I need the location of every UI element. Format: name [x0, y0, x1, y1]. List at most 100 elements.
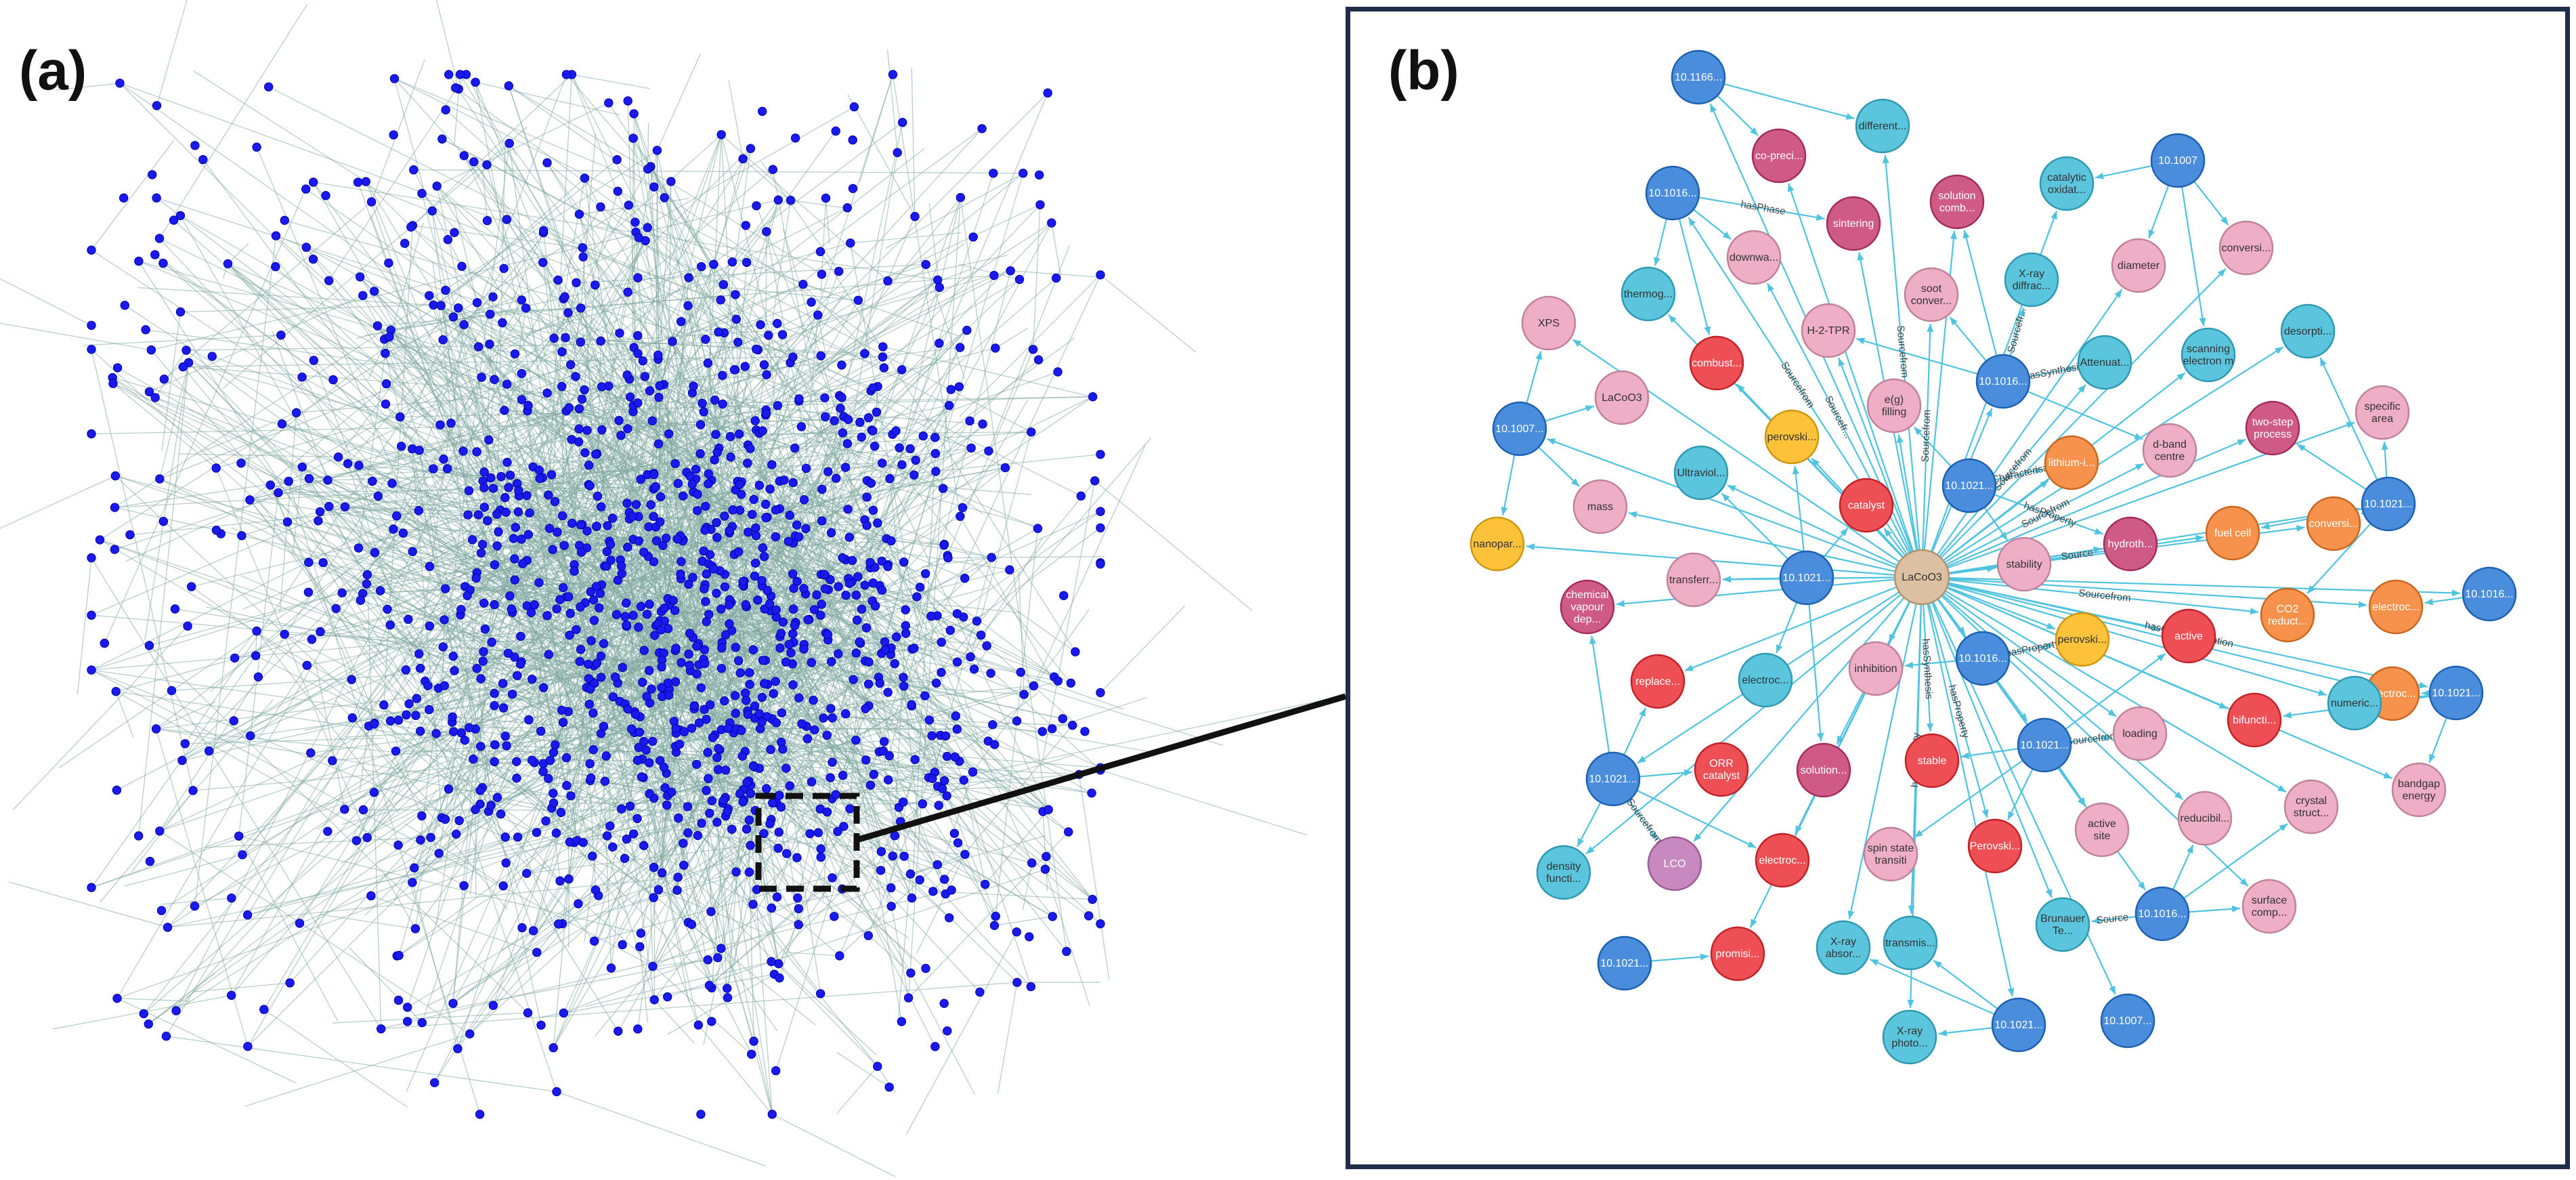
graph-node	[654, 440, 662, 448]
edge-arrowhead	[2429, 754, 2435, 763]
graph-node	[943, 752, 951, 760]
node-label: 10.1007...	[2103, 1015, 2151, 1027]
graph-node	[513, 833, 521, 841]
graph-node	[147, 345, 155, 354]
graph-node	[586, 685, 595, 693]
graph-node-doi: 10.1007...	[2101, 994, 2154, 1047]
edge-arrowhead	[2425, 599, 2434, 606]
graph-node	[887, 884, 895, 892]
graph-node	[754, 596, 762, 604]
graph-node	[842, 710, 850, 718]
graph-node	[1096, 524, 1104, 532]
graph-node	[251, 652, 259, 660]
node-label: XPS	[1538, 318, 1560, 329]
graph-node	[656, 518, 664, 526]
edge-arrowhead	[1856, 338, 1865, 345]
graph-node	[645, 600, 653, 608]
node-label: 10.1021...	[2020, 740, 2068, 751]
graph-node	[823, 630, 832, 638]
edge-arrowhead	[1927, 324, 1933, 332]
graph-node	[667, 177, 675, 186]
graph-node	[1006, 267, 1014, 275]
graph-node	[807, 298, 815, 306]
graph-node	[334, 453, 342, 461]
graph-node	[653, 146, 661, 154]
graph-node	[750, 762, 758, 770]
graph-node	[664, 992, 672, 1000]
graph-node	[438, 135, 446, 143]
graph-node	[380, 701, 388, 709]
graph-node	[562, 70, 570, 79]
graph-node-yellow: perovski...	[2056, 613, 2109, 666]
graph-node	[719, 797, 727, 805]
graph-node	[592, 450, 600, 458]
graph-node-magenta: co-preci...	[1753, 129, 1805, 182]
node-label: bifuncti...	[2233, 715, 2276, 726]
graph-node	[953, 610, 961, 618]
graph-node	[726, 432, 734, 440]
graph-node	[205, 746, 213, 755]
graph-node	[418, 189, 426, 197]
graph-node	[848, 556, 856, 564]
graph-node	[931, 434, 939, 442]
graph-node	[768, 1110, 776, 1118]
graph-node	[741, 362, 749, 371]
graph-node	[533, 948, 541, 956]
graph-node	[639, 357, 647, 365]
graph-node	[567, 436, 576, 444]
graph-node	[539, 258, 547, 266]
graph-node-red: electroc...	[1756, 834, 1809, 887]
graph-node	[525, 715, 533, 723]
node-label: thermog...	[1624, 289, 1673, 300]
graph-node	[212, 526, 220, 534]
edge-arrowhead	[2384, 772, 2392, 778]
edge-arrowhead	[1982, 809, 1989, 818]
edge-arrowhead	[2283, 712, 2292, 719]
graph-node	[656, 492, 664, 501]
graph-node	[139, 1009, 148, 1017]
graph-node	[1036, 201, 1044, 209]
graph-node	[167, 686, 175, 694]
graph-node	[717, 944, 725, 952]
graph-node	[778, 331, 786, 339]
graph-node	[237, 459, 245, 467]
graph-node	[714, 328, 723, 336]
graph-node	[499, 704, 507, 712]
graph-node	[749, 646, 757, 654]
graph-node	[967, 444, 975, 452]
graph-node	[983, 641, 991, 650]
graph-node	[518, 923, 526, 931]
graph-node	[517, 632, 525, 640]
graph-node	[1038, 728, 1046, 736]
graph-node	[1071, 648, 1079, 656]
edge-arrowhead	[1589, 636, 1596, 645]
graph-node	[970, 665, 978, 673]
graph-node	[710, 260, 718, 268]
graph-node	[704, 359, 712, 367]
graph-node-pink: e(g)filling	[1868, 379, 1920, 432]
graph-node	[755, 481, 763, 489]
edge-label: Sourcefrom	[2065, 730, 2119, 748]
node-label: H-2-TPR	[1807, 325, 1849, 337]
graph-node	[496, 810, 505, 818]
graph-node	[468, 536, 476, 544]
graph-node	[280, 216, 288, 224]
graph-node	[658, 868, 666, 877]
graph-node	[410, 166, 418, 174]
graph-node	[768, 461, 776, 469]
graph-node	[977, 631, 985, 639]
node-label: electroc...	[2372, 602, 2419, 613]
graph-node	[343, 459, 351, 467]
graph-node	[506, 471, 514, 479]
graph-node	[1077, 492, 1085, 500]
graph-node	[1020, 690, 1028, 698]
graph-node	[817, 853, 825, 861]
graph-node	[777, 803, 785, 811]
graph-node	[586, 482, 594, 490]
graph-node	[935, 283, 943, 291]
graph-node	[585, 700, 593, 708]
graph-node	[162, 1032, 170, 1040]
